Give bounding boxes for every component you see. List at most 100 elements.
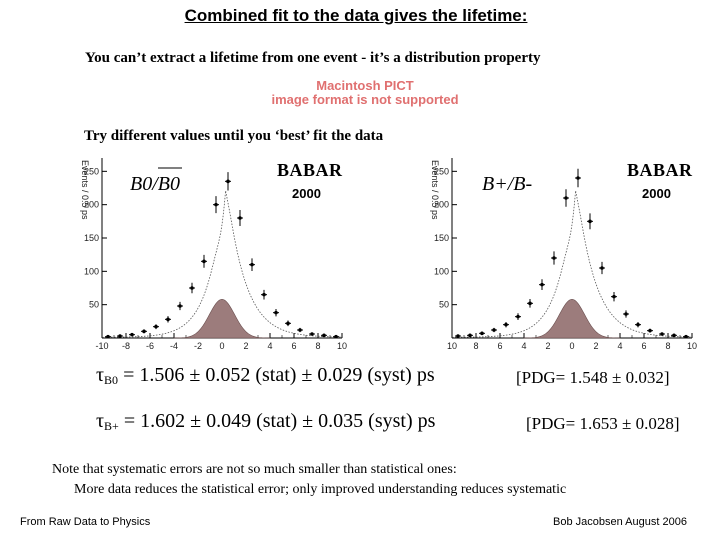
experiment-logo-babar: BABAR (277, 160, 343, 180)
x-tick-label: 10 (447, 341, 457, 351)
year-label: 2000 (292, 186, 321, 201)
signal-component (523, 299, 621, 339)
x-tick-label: 8 (473, 341, 478, 351)
data-point (528, 301, 532, 306)
data-point (588, 219, 592, 224)
data-point (310, 332, 314, 336)
data-point (214, 202, 218, 207)
x-tick-label: 4 (521, 341, 526, 351)
data-point (250, 262, 254, 267)
data-point (564, 196, 568, 200)
tau-subscript: B+ (104, 419, 119, 433)
year-label: 2000 (642, 186, 671, 201)
y-axis-label: Events / 0.5 ps (80, 160, 90, 220)
data-point (684, 334, 688, 339)
notice-line-2: image format is not supported (271, 92, 458, 107)
data-point (130, 332, 134, 337)
result-b0: τB0 = 1.506 ± 0.052 (stat) ± 0.029 (syst… (96, 364, 435, 388)
plot-label-bplus: B+/B- (482, 173, 532, 195)
y-tick-label: 100 (84, 266, 99, 276)
data-point (238, 216, 242, 220)
data-point (262, 292, 266, 297)
data-point (552, 256, 556, 260)
x-tick-label: -6 (146, 341, 154, 351)
data-point (226, 179, 230, 184)
y-tick-label: 200 (84, 200, 99, 210)
y-tick-label: 250 (84, 166, 99, 176)
data-point (492, 328, 496, 332)
data-point (624, 312, 628, 316)
y-tick-label: 50 (89, 300, 99, 310)
x-tick-label: -8 (122, 341, 130, 351)
x-tick-label: 2 (243, 341, 248, 351)
y-tick-label: 250 (434, 166, 449, 176)
experiment-logo-babar: BABAR (627, 160, 693, 180)
data-point (660, 332, 664, 336)
tau-subscript: B0 (104, 373, 119, 387)
data-point (166, 317, 170, 322)
note: Note that systematic errors are not so m… (52, 460, 566, 500)
data-point (106, 334, 110, 339)
x-tick-label: 2 (593, 341, 598, 351)
unsupported-image-notice: Macintosh PICT image format is not suppo… (271, 78, 458, 107)
data-point (190, 286, 194, 290)
data-point (142, 329, 146, 334)
data-point (274, 310, 278, 315)
note-line-1: Note that systematic errors are not so m… (52, 462, 457, 477)
x-tick-label: 10 (337, 341, 347, 351)
x-tick-label: 8 (665, 341, 670, 351)
result-bplus: τB+ = 1.602 ± 0.049 (stat) ± 0.035 (syst… (96, 410, 435, 434)
x-tick-label: 10 (687, 341, 697, 351)
y-tick-label: 50 (439, 300, 449, 310)
y-tick-label: 150 (434, 233, 449, 243)
pdg-b0: [PDG= 1.548 ± 0.032] (516, 368, 670, 387)
data-point (322, 333, 326, 338)
data-point (456, 334, 460, 338)
data-point (286, 321, 290, 326)
x-tick-label: 0 (219, 341, 224, 351)
notice-line-1: Macintosh PICT (316, 78, 414, 93)
data-point (178, 304, 182, 308)
instruction-text: Try different values until you ‘best’ fi… (84, 128, 384, 144)
data-point (516, 314, 520, 319)
y-tick-label: 150 (84, 233, 99, 243)
tau-symbol: τ (96, 364, 105, 386)
data-point (648, 328, 652, 333)
data-point (480, 331, 484, 336)
tau-symbol: τ (96, 410, 105, 432)
data-point (576, 176, 580, 180)
x-tick-label: 4 (267, 341, 272, 351)
data-point (334, 334, 338, 339)
subtitle: You can’t extract a lifetime from one ev… (85, 50, 541, 66)
data-point (612, 294, 616, 299)
x-tick-label: -10 (95, 341, 108, 351)
signal-component (173, 299, 271, 339)
slide-title: Combined fit to the data gives the lifet… (184, 6, 528, 25)
x-tick-label: 8 (315, 341, 320, 351)
note-line-2: More data reduces the statistical error;… (74, 482, 567, 497)
y-axis-label: Events / 0.5 ps (430, 160, 440, 220)
data-point (298, 328, 302, 332)
y-tick-label: 100 (434, 266, 449, 276)
data-point (154, 324, 158, 329)
plot-label-b0: B0/B0 (130, 173, 180, 195)
data-point (636, 322, 640, 327)
data-point (672, 333, 676, 338)
x-tick-label: -4 (170, 341, 178, 351)
result-b0-value: = 1.506 ± 0.052 (stat) ± 0.029 (syst) ps (123, 364, 435, 386)
x-tick-label: 6 (497, 341, 502, 351)
fit-curve (101, 190, 343, 338)
x-tick-label: 6 (641, 341, 646, 351)
data-point (504, 322, 508, 327)
result-bplus-value: = 1.602 ± 0.049 (stat) ± 0.035 (syst) ps (123, 410, 436, 432)
data-point (202, 259, 206, 264)
data-point (540, 282, 544, 287)
y-tick-label: 200 (434, 200, 449, 210)
x-tick-label: 4 (617, 341, 622, 351)
fit-curve (451, 190, 693, 338)
data-point (468, 333, 472, 338)
footer-left: From Raw Data to Physics (20, 516, 151, 528)
pdg-bplus: [PDG= 1.653 ± 0.028] (526, 414, 680, 433)
x-tick-label: 6 (291, 341, 296, 351)
